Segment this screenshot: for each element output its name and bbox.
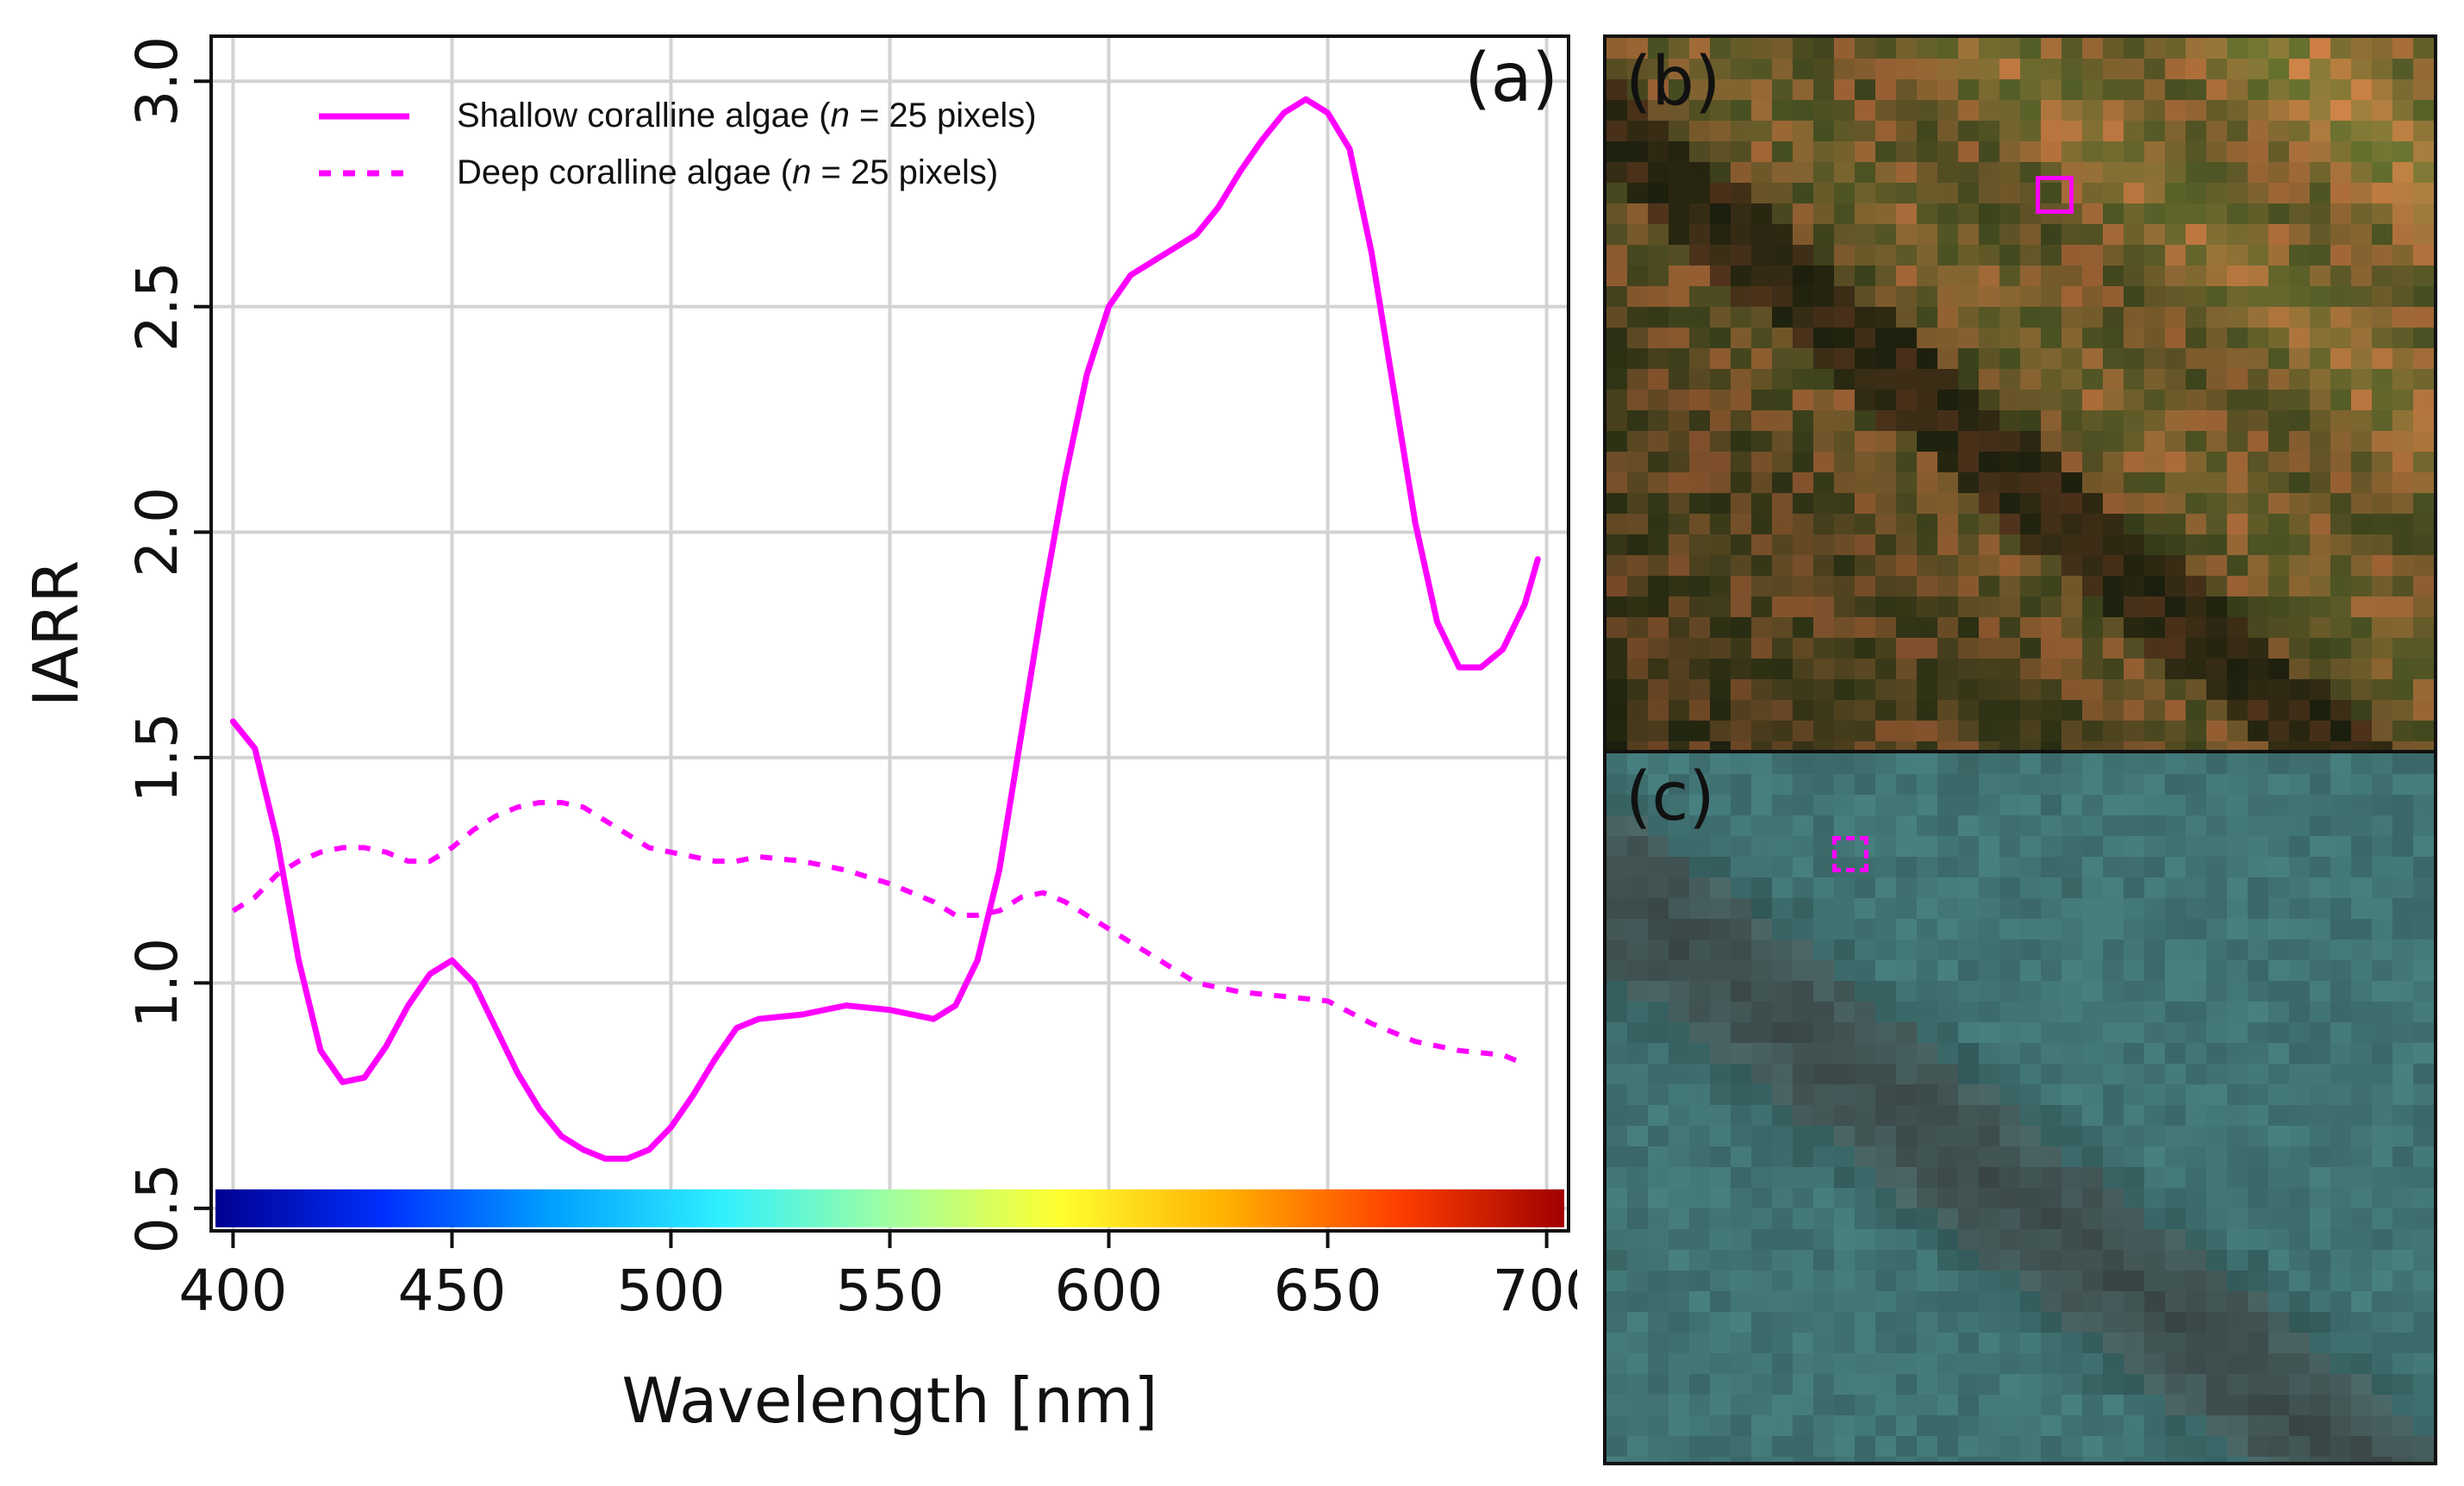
x-tick-label-450: 450: [397, 1258, 506, 1324]
axes: 400 450 500 550 600 650 700 0.5 1.0 1.5 2.0 2.5 3.0: [124, 36, 1577, 1324]
spectral-chart: 4004505005506006507000.51.01.52.02.53.0 …: [20, 34, 1577, 1437]
x-tick-label-600: 600: [1055, 1258, 1163, 1324]
photo-shallow-coralline: (b): [1603, 34, 2437, 753]
x-axis-title: Wavelength [nm]: [622, 1364, 1158, 1437]
y-tick-label-2: 1.5: [124, 712, 190, 802]
sample-marker-deep: [1832, 836, 1868, 872]
wavelength-colorbar: [215, 1189, 1564, 1227]
grid-lines: [211, 36, 1569, 1231]
series-line-deep: [231, 800, 1526, 1067]
x-tick-label-700: 700: [1493, 1258, 1577, 1324]
panel-c-label: (c): [1625, 759, 1715, 836]
legend: Shallow coralline algae (n = 25 pixels) D…: [319, 97, 1037, 191]
photo-deep-coralline: (c): [1603, 750, 2437, 1465]
y-tick-label-0: 0.5: [124, 1163, 190, 1253]
x-tick-label-400: 400: [178, 1258, 287, 1324]
series-layer: [229, 96, 1541, 1162]
y-tick-label-5: 3.0: [124, 36, 190, 127]
x-tick-label-500: 500: [616, 1258, 725, 1324]
sample-marker-shallow: [2036, 176, 2074, 214]
panel-a-label: (a): [1464, 40, 1558, 117]
y-tick-label-3: 2.0: [124, 487, 190, 578]
series-line-shallow: [229, 96, 1541, 1162]
y-tick-label-1: 1.0: [124, 938, 190, 1028]
panel-b-label: (b): [1625, 43, 1721, 121]
x-tick-label-550: 550: [836, 1258, 945, 1324]
y-tick-label-4: 2.5: [124, 261, 190, 352]
legend-label-0: Shallow coralline algae (n = 25 pixels): [457, 97, 1037, 134]
legend-label-1: Deep coralline algae (n = 25 pixels): [457, 153, 998, 191]
shallow-mosaic-image: [1606, 38, 2434, 750]
x-tick-label-650: 650: [1274, 1258, 1382, 1324]
y-axis-title: IARR: [20, 560, 92, 708]
deep-mosaic-image: [1606, 753, 2434, 1462]
